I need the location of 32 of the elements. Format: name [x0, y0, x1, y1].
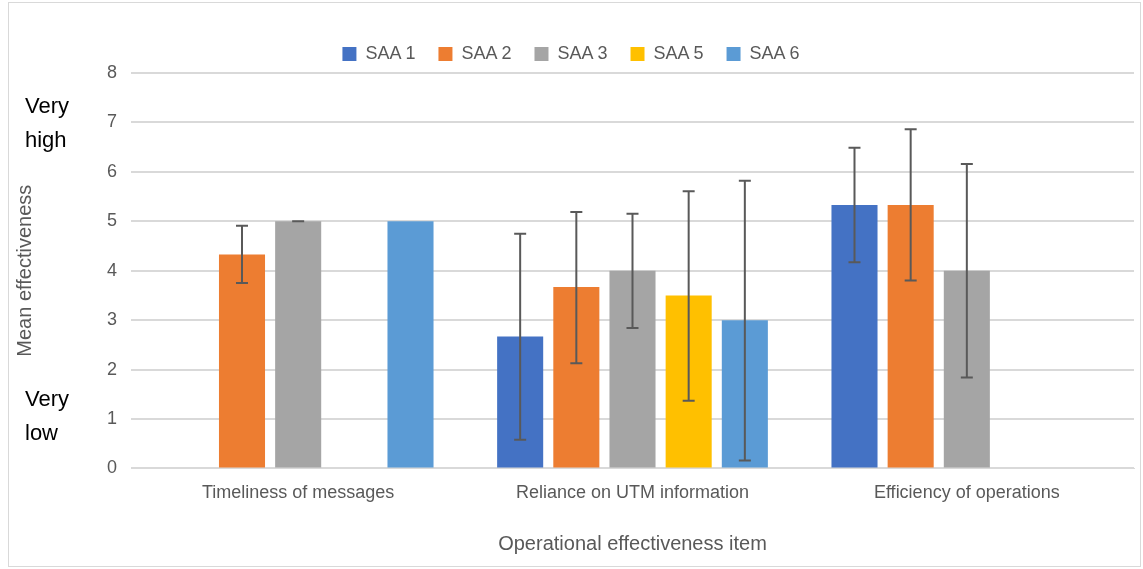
y-tick-label: 4 [106, 259, 117, 280]
y-tick-label: 1 [106, 407, 117, 428]
text: Very low [25, 386, 70, 446]
x-tick-label: Reliance on UTM information [515, 482, 750, 503]
legend-label: SAA 2 [461, 42, 512, 63]
bar [218, 254, 266, 468]
y-tick-label: 0 [106, 457, 117, 478]
text: Very high [25, 93, 70, 153]
bar [275, 221, 322, 468]
legend-label: SAA 1 [365, 42, 416, 63]
bar [497, 336, 544, 468]
bar [665, 295, 712, 468]
bar [609, 270, 656, 468]
y-tick-label: 5 [106, 210, 117, 231]
y-tick-label: 6 [106, 160, 117, 181]
y-axis-title: Mean effectiveness [12, 184, 35, 357]
bar [721, 320, 768, 468]
bar [387, 221, 434, 468]
bar [553, 287, 600, 468]
legend-label: SAA 3 [557, 42, 608, 63]
x-axis-title: Operational effectiveness item [498, 531, 767, 554]
legend-label: SAA 5 [653, 42, 704, 63]
legend-label: SAA 6 [749, 42, 800, 63]
x-tick-label: Timeliness of messages [201, 482, 395, 503]
bar [831, 204, 878, 468]
y-tick-label: 3 [106, 309, 117, 330]
y-tick-label: 2 [106, 358, 117, 379]
x-tick-label: Efficiency of operations [873, 482, 1060, 503]
bar [887, 204, 934, 468]
bar [943, 270, 990, 468]
y-tick-label: 7 [106, 111, 117, 132]
y-tick-label: 8 [106, 61, 117, 82]
